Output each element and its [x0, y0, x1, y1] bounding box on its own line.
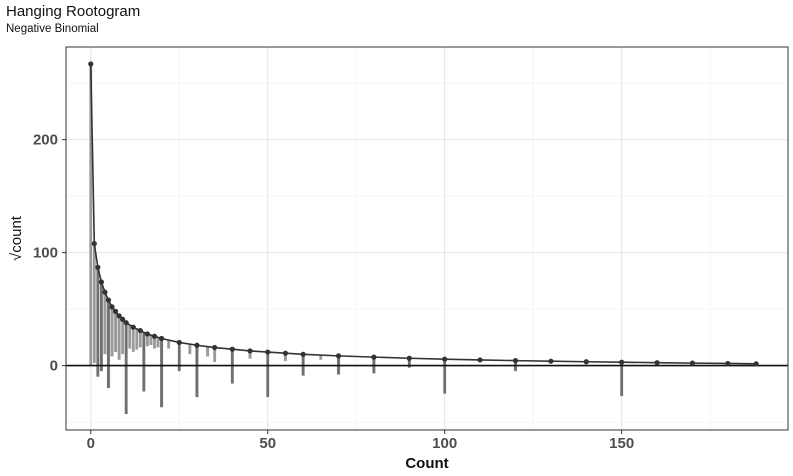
expected-point [689, 360, 696, 366]
rootogram-bar [135, 328, 139, 350]
expected-point [194, 342, 200, 348]
y-tick-label: 200 [33, 132, 58, 149]
expected-point [583, 359, 589, 365]
x-tick-label: 0 [87, 435, 95, 452]
expected-point [229, 346, 235, 352]
rootogram-bar [99, 281, 104, 372]
rootogram-bar [230, 349, 235, 384]
expected-point [548, 358, 554, 364]
expected-point [442, 356, 448, 362]
rootogram-bar [188, 343, 192, 355]
expected-point [335, 353, 342, 359]
expected-point [725, 360, 731, 367]
expected-point [137, 327, 143, 334]
rootogram-bar [205, 346, 210, 357]
rootogram-bar [117, 315, 121, 361]
expected-point [91, 240, 97, 247]
rootogram-bar [619, 362, 624, 397]
rootogram-bar [106, 299, 111, 389]
expected-point [753, 361, 759, 367]
expected-point [105, 297, 112, 303]
expected-point [123, 320, 129, 326]
rootogram-bar [265, 351, 270, 398]
expected-point [247, 348, 253, 354]
expected-point [512, 358, 519, 364]
chart-subtitle: Negative Binomial [6, 23, 99, 35]
rootogram-bar [124, 322, 128, 415]
rootogram-bar [127, 324, 132, 349]
expected-point [98, 279, 104, 285]
rootogram-bar [142, 332, 146, 392]
plot-panel [66, 47, 788, 430]
rootogram-bar [96, 267, 100, 378]
expected-point [109, 304, 115, 310]
expected-point [112, 308, 119, 314]
expected-point [265, 349, 271, 355]
expected-point [212, 344, 218, 351]
x-axis-title: Count [405, 455, 448, 472]
expected-point [95, 264, 101, 270]
expected-point [300, 351, 306, 357]
x-tick-label: 150 [609, 435, 634, 452]
expected-point [282, 350, 289, 356]
expected-point [158, 335, 165, 342]
expected-point [151, 333, 158, 339]
expected-point [619, 359, 625, 365]
plot-border [65, 46, 789, 431]
expected-point [406, 355, 412, 361]
rootogram-bar [131, 327, 135, 353]
x-tick-label: 100 [432, 435, 457, 452]
rootogram-bar [159, 338, 164, 408]
rootogram-bar [166, 339, 171, 349]
rootogram-bar [110, 306, 114, 357]
rootogram-bar [103, 292, 107, 355]
chart-title: Hanging Rootogram [6, 3, 141, 20]
expected-point [120, 316, 126, 322]
rootogram-bar [442, 359, 447, 394]
y-axis-title: √count [8, 215, 25, 261]
expected-point [88, 61, 94, 67]
rootogram-bar [120, 319, 125, 355]
y-tick-label: 100 [33, 245, 58, 262]
expected-point [477, 357, 483, 363]
expected-point [654, 360, 660, 366]
expected-point [116, 313, 122, 319]
y-tick-label: 0 [50, 358, 58, 375]
x-tick-label: 50 [259, 435, 276, 452]
expected-point [130, 324, 136, 330]
rootogram-bar [113, 311, 118, 353]
rootogram-bar [177, 342, 181, 372]
expected-point [144, 331, 151, 337]
rootogram-bar [195, 345, 199, 398]
expected-point [102, 289, 108, 295]
expected-point [371, 354, 377, 360]
expected-point [176, 339, 182, 346]
rootogram-bar [92, 243, 97, 364]
